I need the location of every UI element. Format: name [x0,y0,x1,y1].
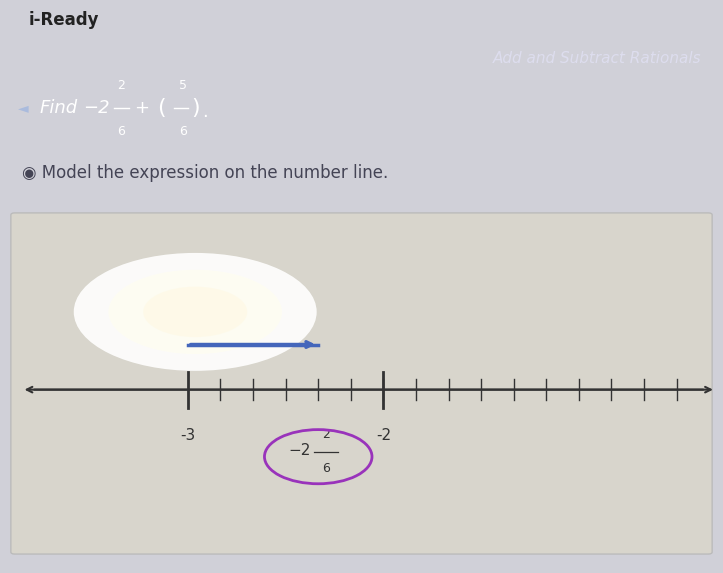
Text: Find: Find [40,99,78,117]
Ellipse shape [74,253,317,371]
Text: .: . [202,103,208,121]
FancyBboxPatch shape [11,213,712,554]
Text: 6: 6 [117,125,125,138]
Ellipse shape [143,286,247,337]
Text: 6: 6 [179,125,187,138]
Text: −2: −2 [288,443,310,458]
Text: 2: 2 [322,428,330,441]
Text: -3: -3 [180,429,195,444]
Text: ): ) [192,99,200,118]
Text: ◉ Model the expression on the number line.: ◉ Model the expression on the number lin… [22,164,388,182]
Text: i-Ready: i-Ready [29,11,100,29]
Text: +: + [134,99,149,117]
Text: 6: 6 [322,462,330,475]
Text: 5: 5 [179,79,187,92]
Text: Add and Subtract Rationals: Add and Subtract Rationals [492,51,701,66]
Text: (: ( [158,99,166,118]
Text: 2: 2 [117,79,125,92]
Text: −2: −2 [83,99,110,117]
Text: ◄: ◄ [18,101,29,115]
Ellipse shape [108,270,282,354]
Text: -2: -2 [376,429,391,444]
